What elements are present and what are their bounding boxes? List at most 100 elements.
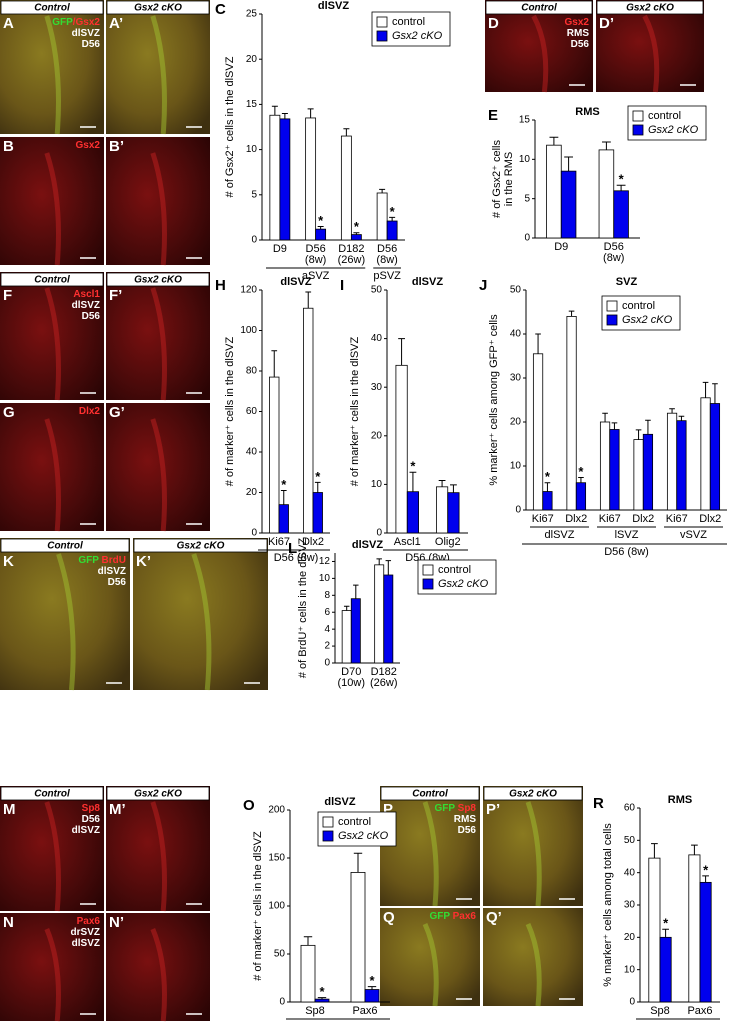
legend-label: control xyxy=(648,110,681,122)
tissue-band xyxy=(44,801,61,912)
bar xyxy=(364,989,380,1003)
x-tick-line: (26w) xyxy=(370,677,398,689)
panel-letter: E xyxy=(488,107,498,124)
panel-letter: F xyxy=(3,287,12,304)
panel-letter: C xyxy=(215,1,226,18)
panel-label: Dlx2 xyxy=(79,406,101,417)
tissue-band xyxy=(44,928,61,1022)
micrograph xyxy=(106,403,210,531)
y-axis-label: # of marker⁺ cells in the dlSVZ xyxy=(224,336,236,486)
label-segment: Pax6 xyxy=(77,916,101,927)
label-segment: D56 xyxy=(82,39,101,50)
bar xyxy=(374,564,385,664)
label-segment: GFP xyxy=(429,911,450,922)
bar xyxy=(315,228,327,241)
bar xyxy=(659,936,672,1003)
significance-star: * xyxy=(619,172,625,187)
bar-chart: R RMS % marker⁺ cells among total cells 0 10… xyxy=(593,794,720,1022)
error-bar xyxy=(611,422,618,430)
bar xyxy=(436,486,449,534)
error-bar xyxy=(712,383,718,404)
y-tick-label: 20 xyxy=(371,430,383,441)
tissue-band xyxy=(525,922,542,1007)
error-bar xyxy=(702,875,709,883)
label-segment: Gsx2 xyxy=(565,17,590,28)
y-tick-label: 100 xyxy=(268,901,285,912)
error-bar xyxy=(385,560,392,575)
y-tick-label: 2 xyxy=(324,641,330,652)
tissue-band xyxy=(642,14,660,93)
micrograph xyxy=(380,908,480,1006)
significance-star: * xyxy=(319,984,325,999)
label-segment: dlSVZ xyxy=(98,566,126,577)
error-bar xyxy=(651,843,658,859)
error-bar xyxy=(645,419,651,435)
panel-letter: G xyxy=(3,404,15,421)
x-tick-label: D56 (8w) xyxy=(376,243,397,266)
bar xyxy=(598,149,615,239)
chart-title: dlSVZ xyxy=(412,276,443,288)
panel-header: Gsx2 cKO xyxy=(134,789,182,800)
y-tick-label: 5 xyxy=(251,189,257,200)
x-tick-label: D182 (26w) xyxy=(338,243,366,266)
y-axis-label: # of Gsx2⁺ cells in the dlSVZ xyxy=(224,56,236,197)
panel-letter: R xyxy=(593,795,604,812)
bar xyxy=(542,491,553,511)
bar xyxy=(395,364,408,534)
image-panel: Gsx2 cKO M’ xyxy=(106,786,210,912)
micrograph xyxy=(0,786,104,911)
image-panel: Q GFP Pax6 xyxy=(380,908,480,1007)
label-segment: Sp8 xyxy=(82,803,101,814)
image-panel: G Dlx2 xyxy=(0,403,104,532)
x-tick-label: D56 (8w) xyxy=(603,241,624,264)
micrograph xyxy=(0,0,104,134)
panel-label: D56 xyxy=(82,814,101,825)
y-tick-label: 40 xyxy=(246,447,258,458)
error-bar xyxy=(353,232,360,235)
x-tick-label: Ki67 xyxy=(532,513,554,525)
panel-header: Control xyxy=(34,789,70,800)
tissue-band xyxy=(44,287,61,401)
panel-label: Sp8 xyxy=(82,803,101,814)
significance-star: * xyxy=(315,469,321,484)
legend-label: Gsx2 cKO xyxy=(338,830,389,842)
image-panel: Gsx2 cKO P’ xyxy=(483,786,583,907)
x-tick-label: Dlx2 xyxy=(565,513,587,525)
panel-label: dlSVZ xyxy=(72,825,100,836)
micrograph xyxy=(380,786,480,906)
panel-letter: G’ xyxy=(109,404,125,421)
panel-letter: B xyxy=(3,138,14,155)
chart-title: dlSVZ xyxy=(280,276,311,288)
chart-title: SVZ xyxy=(616,276,638,288)
error-bar xyxy=(379,188,386,193)
tissue-band xyxy=(150,801,167,912)
panel-letter: H xyxy=(215,277,226,294)
panel-letter: K’ xyxy=(136,553,151,570)
error-bar xyxy=(602,412,608,422)
error-bar xyxy=(367,986,377,990)
y-tick-label: 25 xyxy=(246,9,258,20)
bar xyxy=(642,433,654,511)
label-segment: Dlx2 xyxy=(79,406,101,417)
bar xyxy=(566,315,577,511)
y-axis-label: # of Gsx2⁺ cells xyxy=(491,140,503,218)
bar-chart: E RMS # of Gsx2⁺ cells in the RMS 0 5 10 15 D9 D5… xyxy=(488,105,707,264)
x-tick-label: Dlx2 xyxy=(302,536,324,548)
error-bar xyxy=(307,108,314,118)
label-segment: Gsx2 xyxy=(76,140,101,151)
panel-label: dlSVZ xyxy=(72,938,100,949)
error-bar xyxy=(669,408,675,414)
y-tick-label: 10 xyxy=(319,573,331,584)
significance-star: * xyxy=(545,469,551,484)
label-segment: RMS xyxy=(454,814,477,825)
label-segment: GFP xyxy=(78,555,99,566)
label-segment: Pax6 xyxy=(450,911,477,922)
x-tick-line: D70 xyxy=(341,666,361,678)
bar xyxy=(532,353,544,511)
x-tick-label: Ki67 xyxy=(599,513,621,525)
y-tick-label: 150 xyxy=(268,853,285,864)
